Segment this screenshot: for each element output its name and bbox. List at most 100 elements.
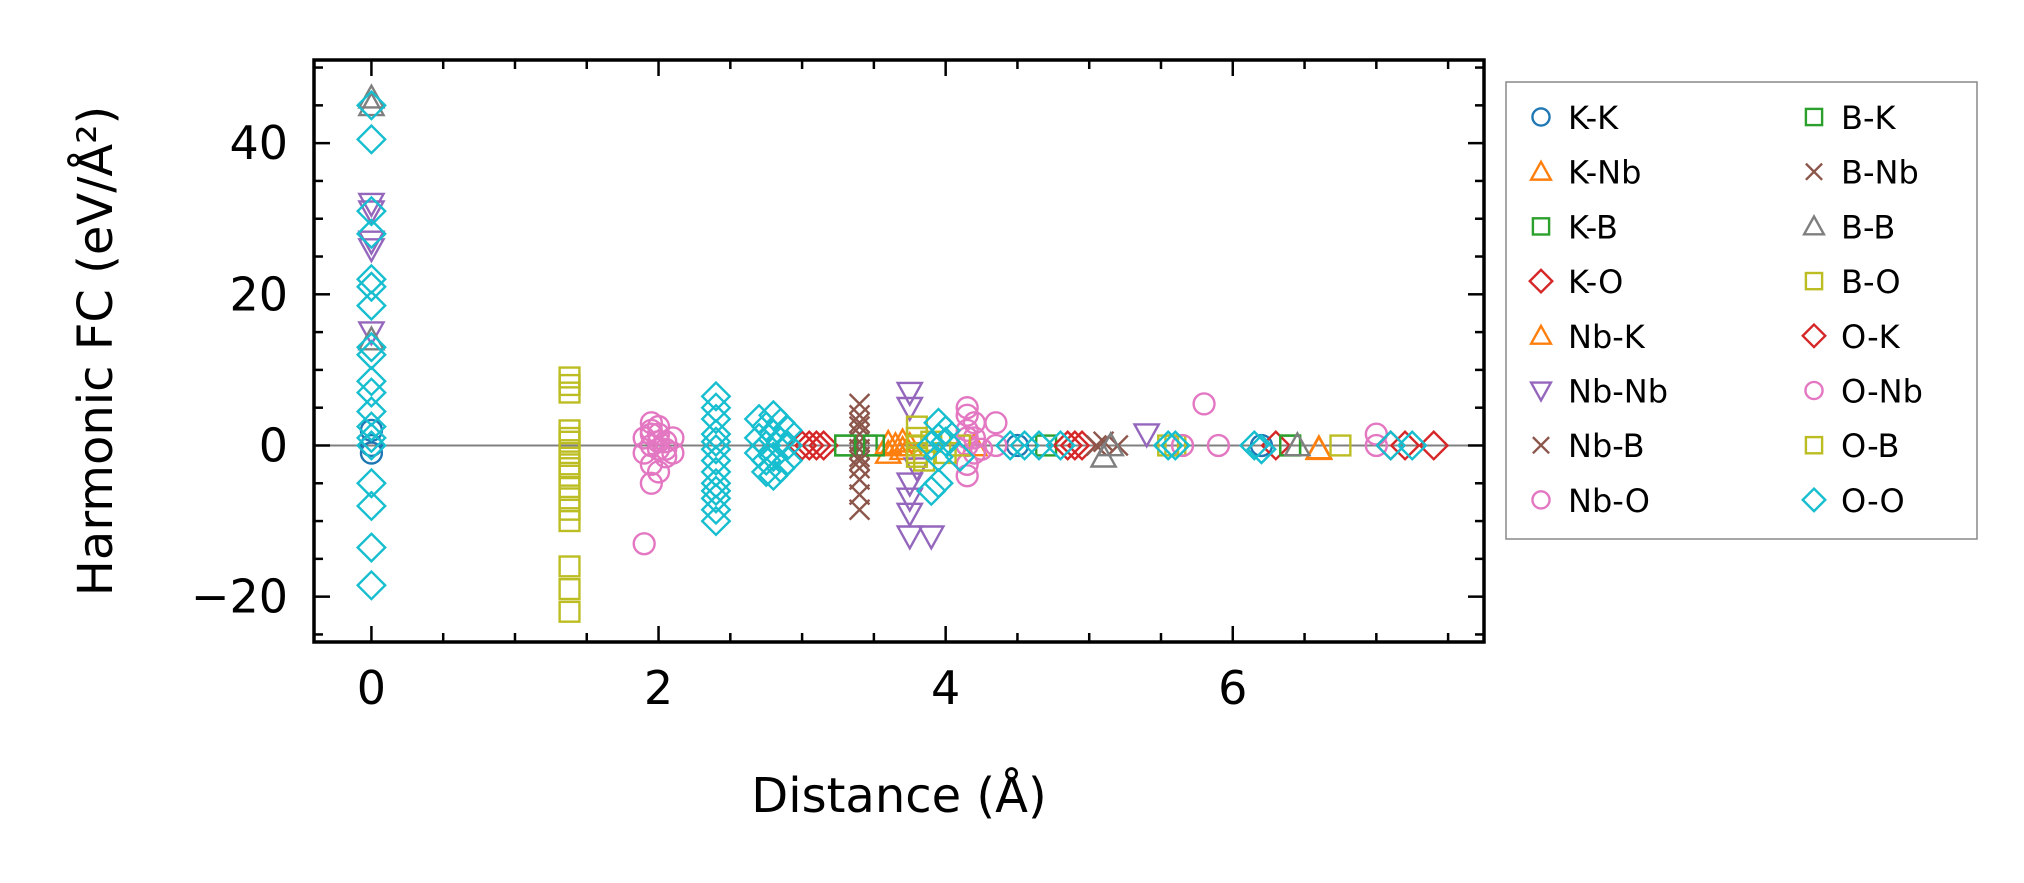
data-point [558, 509, 581, 533]
legend-label: O-B [1841, 427, 1899, 465]
data-point [955, 403, 979, 427]
data-point [1023, 430, 1055, 461]
series-b-o [558, 366, 1352, 623]
data-point [895, 381, 924, 408]
legend-marker [1801, 322, 1827, 349]
data-point [700, 494, 732, 526]
legend-item: B-Nb [1805, 154, 1919, 192]
data-point [357, 83, 386, 109]
data-point [355, 377, 387, 409]
data-point [1375, 430, 1407, 461]
data-point [917, 525, 946, 551]
legend-item: K-O [1528, 263, 1623, 301]
data-point [984, 433, 1008, 458]
data-point [355, 331, 387, 363]
legend-label: O-K [1841, 318, 1901, 356]
data-point [1364, 433, 1388, 458]
data-point [355, 532, 387, 563]
legend-marker [1804, 380, 1824, 401]
x-tick-label: 6 [1218, 661, 1247, 715]
y-axis-label: Harmonic FC (eV/Å²) [67, 106, 124, 596]
data-markers [355, 83, 1450, 623]
legend-item: K-B [1531, 208, 1618, 246]
data-point [357, 230, 386, 256]
data-point [355, 263, 387, 295]
data-point [962, 426, 987, 450]
data-point [355, 290, 387, 322]
data-point [1396, 430, 1428, 461]
legend-item: B-K [1804, 99, 1897, 137]
data-point [848, 483, 871, 506]
legend-item: K-Nb [1529, 154, 1641, 192]
data-point [848, 449, 871, 472]
data-point [355, 89, 387, 121]
legend-item: O-Nb [1804, 373, 1923, 411]
data-point [848, 468, 871, 491]
data-point [834, 434, 857, 457]
data-point [848, 404, 871, 426]
legend-label: B-Nb [1841, 154, 1919, 192]
data-point [757, 460, 789, 492]
legend-item: B-O [1804, 263, 1901, 301]
legend-marker [1801, 486, 1827, 513]
data-point [772, 414, 804, 446]
data-point [915, 430, 947, 461]
legend-marker [1805, 162, 1823, 181]
y-tick-label: 0 [259, 418, 288, 472]
legend-label: Nb-K [1568, 318, 1646, 356]
legend-item: Nb-B [1532, 427, 1645, 465]
data-point [355, 123, 387, 155]
data-point [1052, 430, 1084, 461]
data-point [700, 445, 732, 477]
data-point [930, 426, 962, 458]
axes: 0 2 4 6 −20 0 20 40 [191, 58, 1486, 715]
data-point [558, 475, 581, 499]
legend-marker [1529, 381, 1553, 403]
data-point [969, 437, 994, 461]
data-point [558, 381, 581, 404]
legend-marker [1531, 107, 1551, 127]
x-tick-label: 2 [644, 661, 673, 715]
legend-item: B-B [1802, 208, 1895, 246]
data-point [1159, 430, 1191, 461]
data-point [1418, 430, 1450, 461]
data-point [808, 430, 840, 461]
data-point [700, 482, 732, 514]
series-o-o [355, 89, 1428, 601]
data-point [895, 472, 924, 498]
data-point [355, 569, 387, 601]
data-point [895, 525, 924, 551]
series-nb-nb [357, 192, 1161, 551]
data-point [915, 475, 947, 507]
data-point [1035, 434, 1058, 457]
data-point [359, 441, 384, 465]
data-point [359, 433, 384, 458]
legend-item: K-K [1531, 99, 1619, 137]
data-point [848, 423, 871, 445]
legend-marker [1804, 271, 1824, 291]
legend: K-K K-Nb K-B K-O Nb-K Nb-Nb Nb-B Nb-O B-K B-Nb B-B… [1505, 81, 1978, 540]
data-point [355, 195, 387, 227]
data-point [1389, 430, 1421, 461]
data-point [1096, 430, 1125, 457]
legend-marker [1802, 214, 1826, 236]
data-point [558, 555, 581, 578]
data-point [355, 218, 387, 250]
legend-marker [1531, 490, 1551, 510]
data-point [646, 437, 671, 461]
data-point [955, 464, 979, 488]
legend-item: Nb-Nb [1529, 373, 1668, 411]
data-point [955, 396, 979, 420]
data-point [1132, 423, 1161, 449]
y-tick-label: 20 [229, 267, 288, 321]
data-point [700, 475, 732, 507]
data-point [895, 396, 924, 423]
data-point [700, 433, 732, 465]
data-point [944, 441, 976, 473]
data-point [558, 441, 581, 465]
data-point [772, 445, 804, 477]
data-point [700, 403, 732, 435]
data-point [558, 419, 581, 442]
data-point [700, 380, 732, 412]
data-point [1059, 430, 1091, 461]
